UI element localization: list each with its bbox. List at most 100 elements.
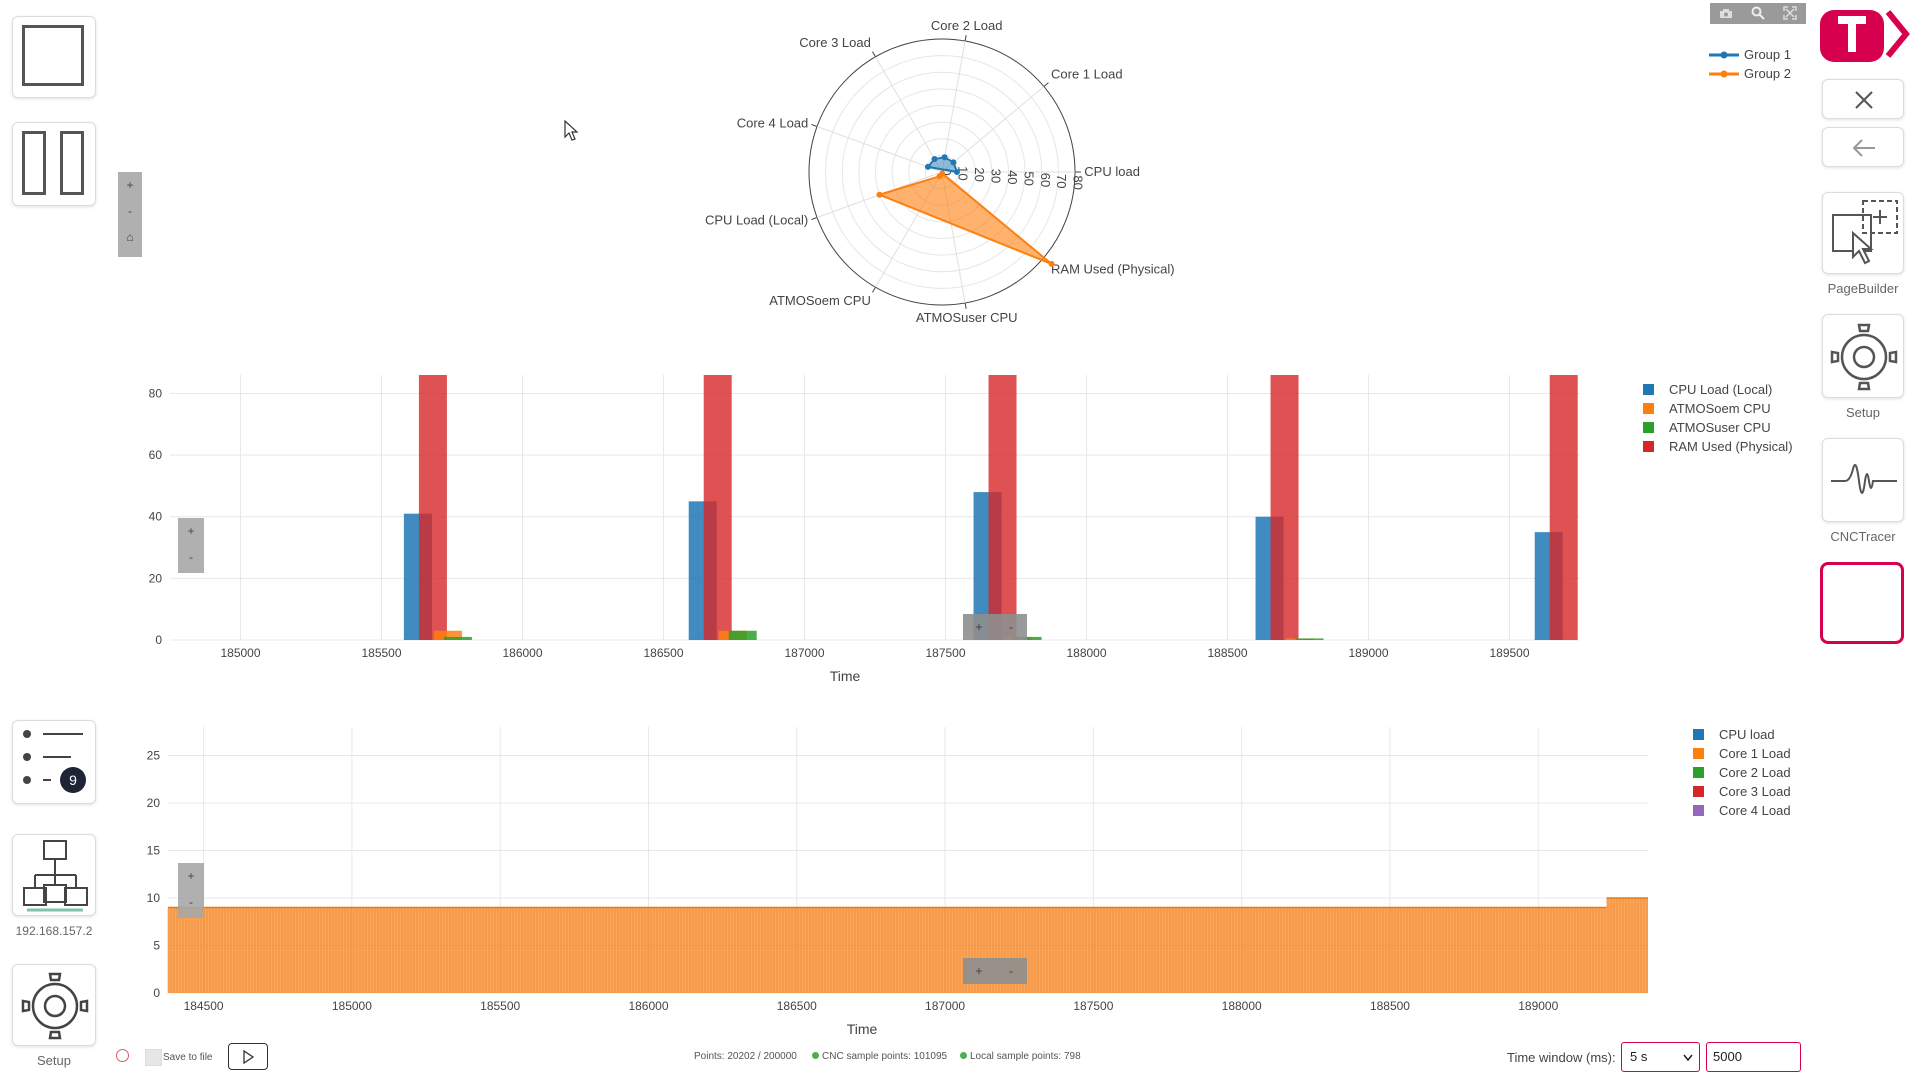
bar-x-tick-label: 186000 [502,646,542,660]
area-x-tick-label: 186000 [628,999,668,1013]
radar-tick-label: 20 [972,167,987,181]
radar-point [876,191,883,198]
zoom-in-button[interactable]: + [187,869,195,883]
close-button[interactable] [1822,79,1904,119]
time-window-input[interactable]: 5000 [1706,1042,1801,1072]
legend-item[interactable]: Core 2 Load [1693,763,1791,782]
bar [418,375,447,640]
time-window-label: Time window (ms): [1507,1050,1616,1065]
radar-axis-tick [872,51,876,58]
zoom-out-button[interactable]: - [189,550,193,564]
bar-x-tick-label: 187000 [784,646,824,660]
bar [443,636,472,640]
legend-label: Group 1 [1744,47,1791,62]
zoom-in-button[interactable]: + [975,620,983,634]
legend-label: Core 1 Load [1719,746,1791,761]
bar-x-tick-label: 188000 [1066,646,1106,660]
legend-item[interactable]: Core 4 Load [1693,801,1791,820]
radar-axis-label: CPU load [1084,164,1140,179]
area-x-tick-label: 189000 [1518,999,1558,1013]
radar-axis-tick [1043,82,1049,87]
zoom-in-button[interactable]: + [975,964,983,978]
radar-axis-label: Core 2 Load [931,18,1003,33]
zoom-in-button[interactable]: + [187,524,195,538]
bar-x-tick-label: 185500 [361,646,401,660]
legend-item[interactable]: ATMOSuser CPU [1643,418,1793,437]
radar-axis-label: Core 4 Load [737,115,809,130]
legend-label: Core 3 Load [1719,784,1791,799]
radar-axis-label: RAM Used (Physical) [1051,261,1175,276]
legend-item[interactable]: CPU Load (Local) [1643,380,1793,399]
line-x-zoom-controls: + - [963,958,1027,984]
legend-item-group-1[interactable]: Group 1 [1708,45,1791,64]
legend-item[interactable]: Core 3 Load [1693,782,1791,801]
area-x-tick-label: 186500 [777,999,817,1013]
legend-label: Core 2 Load [1719,765,1791,780]
radar-legend: Group 1 Group 2 [1708,45,1791,83]
setup-button[interactable] [1822,314,1904,398]
legend-item[interactable]: Core 1 Load [1693,744,1791,763]
zoom-out-button[interactable]: - [1009,964,1013,978]
local-points-status: Local sample points: 798 [954,1051,1081,1062]
area-x-tick-label: 184500 [184,999,224,1013]
legend-label: Core 4 Load [1719,803,1791,818]
layout-split-button[interactable] [12,122,96,206]
list-icon [23,730,83,784]
cnctracer-button[interactable] [1822,438,1904,522]
zoom-out-button[interactable]: - [189,895,193,909]
legend-item[interactable]: RAM Used (Physical) [1643,437,1793,456]
radar-axis-tick [811,123,818,127]
bar-chart: 0 20 40 60 80 185000 185500 186000 186500 187000 1… [149,375,1580,684]
left-setup-button[interactable] [12,964,96,1046]
list-view-button[interactable]: 9 [12,720,96,804]
radar-axis-label: ATMOSoem CPU [769,293,871,308]
bar-y-tick-label: 40 [149,510,163,524]
bar-x-axis-title: Time [830,668,861,684]
autoscale-icon[interactable] [1774,3,1806,23]
play-button[interactable] [228,1043,268,1070]
bar [703,375,732,640]
radar-tick-label: 80 [1071,175,1086,189]
network-tree-button[interactable] [12,834,96,916]
waveform-icon [1831,464,1897,494]
pagebuilder-button[interactable] [1822,192,1904,274]
chevron-down-icon [1683,1054,1693,1062]
bar-x-tick-label: 187500 [925,646,965,660]
bar-x-tick-label: 186500 [643,646,683,660]
area-y-tick-label: 5 [153,939,160,953]
zoom-magnifier-icon[interactable] [1742,3,1774,23]
area-x-tick-label: 188500 [1370,999,1410,1013]
radar-point [931,156,938,163]
legend-item-group-2[interactable]: Group 2 [1708,64,1791,83]
core-load-chart: 0 5 10 15 20 25 184500 185000 185500 186000 186500… [147,727,1648,1037]
custom-page-button[interactable] [1820,562,1904,644]
layout-single-button[interactable] [12,16,96,98]
back-button[interactable] [1822,127,1904,167]
zoom-out-button[interactable]: - [1009,620,1013,634]
legend-item[interactable]: ATMOSoem CPU [1643,399,1793,418]
radar-spoke [816,126,943,173]
zoom-home-button[interactable]: ⌂ [126,230,134,244]
time-window-select[interactable]: 5 s [1621,1042,1700,1072]
zoom-out-button[interactable]: - [128,204,132,218]
radar-axis-label: Core 1 Load [1051,67,1123,82]
area-x-tick-label: 187000 [925,999,965,1013]
legend-label: Group 2 [1744,66,1791,81]
status-dot-icon [960,1052,967,1059]
legend-label: ATMOSuser CPU [1669,420,1771,435]
area-fill-step [1606,898,1648,993]
radar-tick-label: 50 [1021,171,1036,185]
bar-y-zoom-controls: + - [178,518,204,573]
camera-icon[interactable] [1710,3,1742,23]
app-logo [1820,8,1910,64]
record-button[interactable] [116,1049,129,1062]
legend-item[interactable]: CPU load [1693,725,1791,744]
legend-label: ATMOSoem CPU [1669,401,1771,416]
zoom-in-button[interactable]: + [126,178,134,192]
radar-axis-label: ATMOSuser CPU [916,310,1018,325]
area-y-tick-label: 15 [147,844,161,858]
save-to-file-checkbox[interactable] [145,1049,162,1066]
setup-label: Setup [1846,405,1880,420]
arrow-left-icon [1852,139,1875,157]
bar [1549,375,1578,640]
